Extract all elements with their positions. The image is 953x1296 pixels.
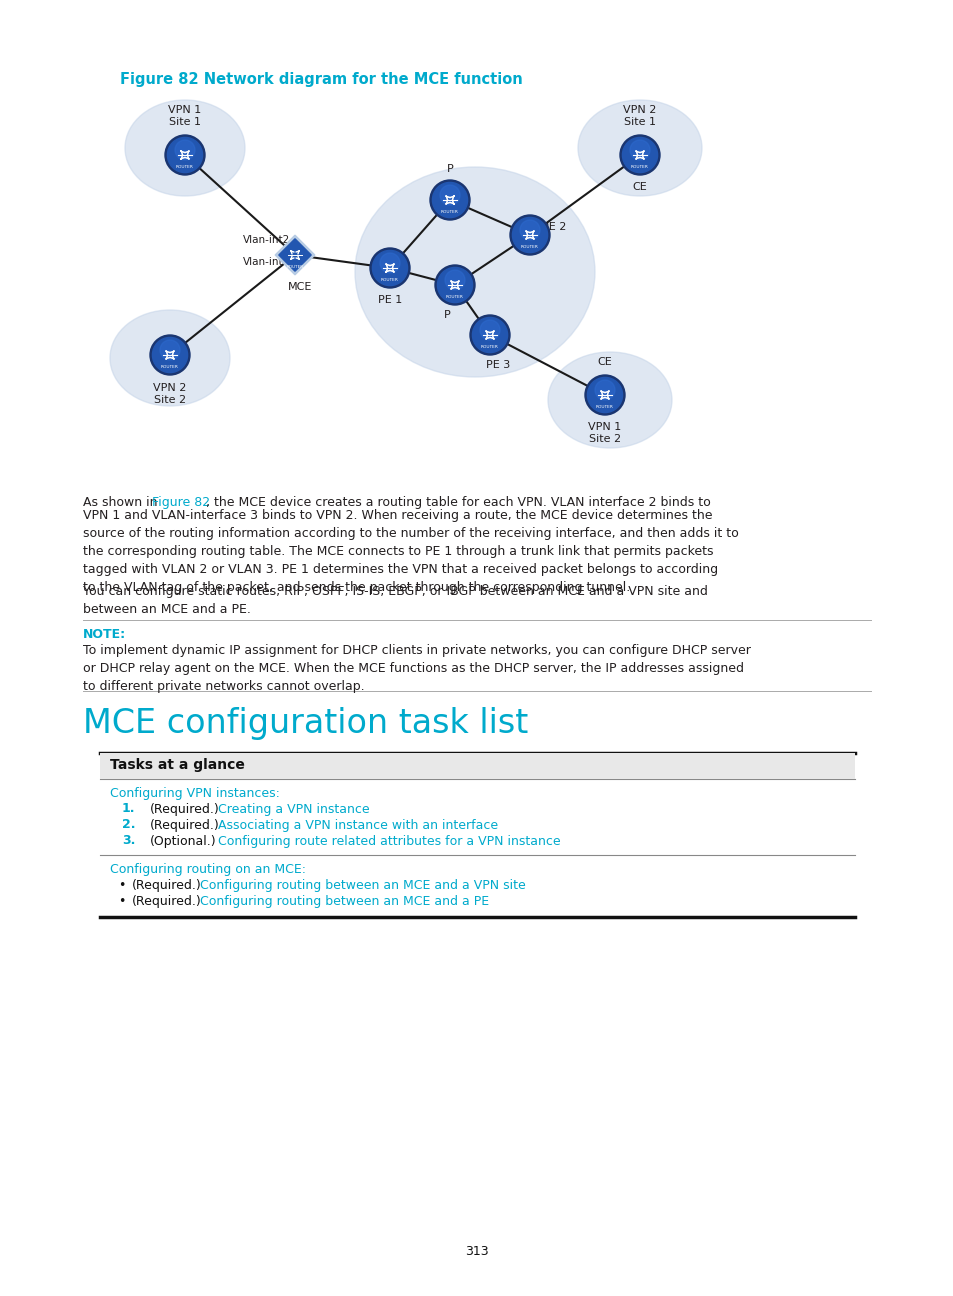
Circle shape (619, 135, 659, 175)
Text: Figure 82: Figure 82 (152, 496, 210, 509)
Ellipse shape (125, 100, 245, 196)
Circle shape (510, 215, 550, 255)
Text: Configuring routing between an MCE and a VPN site: Configuring routing between an MCE and a… (200, 879, 525, 892)
Text: MCE configuration task list: MCE configuration task list (83, 706, 528, 740)
Ellipse shape (355, 167, 595, 377)
Text: Configuring routing on an MCE:: Configuring routing on an MCE: (110, 863, 306, 876)
Text: MCE: MCE (288, 283, 312, 292)
Ellipse shape (578, 100, 701, 196)
Circle shape (432, 183, 467, 218)
Circle shape (479, 320, 499, 340)
Text: ROUTER: ROUTER (596, 406, 614, 410)
Text: VPN 2
Site 2: VPN 2 Site 2 (153, 384, 187, 406)
Circle shape (174, 140, 194, 159)
Circle shape (519, 220, 539, 240)
Text: •: • (118, 894, 125, 907)
Circle shape (379, 253, 399, 273)
Text: Associating a VPN instance with an interface: Associating a VPN instance with an inter… (218, 819, 497, 832)
Text: Vlan-int3: Vlan-int3 (242, 257, 290, 267)
Ellipse shape (110, 310, 230, 406)
Circle shape (150, 334, 190, 375)
Text: VPN 1
Site 1: VPN 1 Site 1 (168, 105, 201, 127)
Text: (Required.): (Required.) (150, 819, 219, 832)
Circle shape (167, 137, 202, 172)
Text: VPN 1
Site 2: VPN 1 Site 2 (588, 422, 621, 445)
Text: Configuring route related attributes for a VPN instance: Configuring route related attributes for… (218, 835, 560, 848)
Text: (Required.): (Required.) (132, 879, 201, 892)
Text: , the MCE device creates a routing table for each VPN. VLAN interface 2 binds to: , the MCE device creates a routing table… (206, 496, 710, 509)
Text: •: • (118, 879, 125, 892)
Text: ROUTER: ROUTER (446, 295, 463, 299)
Circle shape (370, 248, 410, 288)
Text: CE: CE (632, 181, 647, 192)
Circle shape (472, 318, 507, 353)
Circle shape (436, 267, 472, 302)
Text: NOTE:: NOTE: (83, 629, 126, 642)
Text: As shown in: As shown in (83, 496, 161, 509)
Text: Configuring routing between an MCE and a PE: Configuring routing between an MCE and a… (200, 894, 489, 907)
Circle shape (621, 137, 657, 172)
Text: ROUTER: ROUTER (480, 346, 498, 350)
Text: P: P (446, 165, 453, 174)
Text: P: P (443, 310, 450, 320)
Text: VPN 2
Site 1: VPN 2 Site 1 (622, 105, 656, 127)
Circle shape (595, 380, 615, 400)
Text: CE: CE (597, 356, 612, 367)
Text: ROUTER: ROUTER (161, 365, 179, 369)
Text: (Required.): (Required.) (132, 894, 201, 907)
Circle shape (152, 337, 188, 373)
Text: ROUTER: ROUTER (440, 210, 458, 214)
Circle shape (430, 180, 470, 220)
Circle shape (435, 264, 475, 305)
Ellipse shape (547, 353, 671, 448)
Circle shape (160, 340, 180, 360)
Text: VPN 1 and VLAN-interface 3 binds to VPN 2. When receiving a route, the MCE devic: VPN 1 and VLAN-interface 3 binds to VPN … (83, 509, 738, 595)
Text: ROUTER: ROUTER (176, 166, 193, 170)
Polygon shape (278, 238, 311, 271)
Text: PE 3: PE 3 (485, 360, 510, 369)
Text: You can configure static routes, RIP, OSPF, IS-IS, EBGP, or IBGP between an MCE : You can configure static routes, RIP, OS… (83, 584, 707, 616)
Circle shape (512, 218, 547, 253)
Text: ROUTER: ROUTER (630, 166, 648, 170)
Circle shape (439, 185, 459, 205)
Text: ROUTER: ROUTER (380, 279, 398, 283)
Text: 313: 313 (465, 1245, 488, 1258)
Text: To implement dynamic IP assignment for DHCP clients in private networks, you can: To implement dynamic IP assignment for D… (83, 644, 750, 693)
Circle shape (165, 135, 205, 175)
Text: (Optional.): (Optional.) (150, 835, 216, 848)
Text: ROUTER: ROUTER (520, 245, 538, 249)
Polygon shape (274, 235, 314, 275)
Text: (Required.): (Required.) (150, 802, 219, 815)
Circle shape (470, 315, 510, 355)
Text: PE 2: PE 2 (541, 222, 566, 232)
Text: 2.: 2. (122, 819, 135, 832)
Circle shape (587, 377, 622, 412)
FancyBboxPatch shape (100, 753, 854, 779)
Text: 3.: 3. (122, 835, 135, 848)
Circle shape (629, 140, 649, 159)
Circle shape (372, 250, 407, 285)
Text: Vlan-int2: Vlan-int2 (242, 235, 290, 245)
Text: Creating a VPN instance: Creating a VPN instance (218, 802, 369, 815)
Circle shape (584, 375, 624, 415)
Text: 1.: 1. (122, 802, 135, 815)
Circle shape (444, 270, 464, 290)
Text: ROUTER: ROUTER (286, 264, 303, 268)
Text: PE 1: PE 1 (377, 295, 402, 305)
Text: Tasks at a glance: Tasks at a glance (110, 758, 245, 772)
Text: Figure 82 Network diagram for the MCE function: Figure 82 Network diagram for the MCE fu… (120, 73, 522, 87)
Text: Configuring VPN instances:: Configuring VPN instances: (110, 787, 279, 800)
